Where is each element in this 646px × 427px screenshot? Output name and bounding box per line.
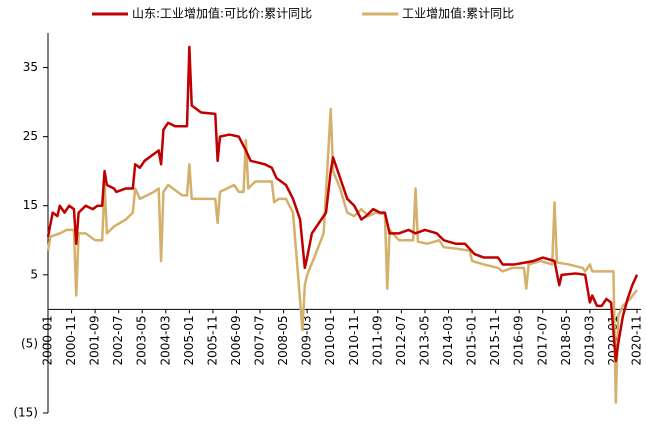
x-tick-label: 2004-03 bbox=[158, 315, 172, 365]
x-tick-label: 2002-07 bbox=[111, 315, 125, 365]
x-tick-label: 2005-11 bbox=[205, 315, 219, 365]
x-tick-label: 2015-11 bbox=[488, 315, 502, 365]
series-line bbox=[46, 45, 639, 363]
y-tick-label: 35 bbox=[23, 60, 38, 74]
y-tick-label: 25 bbox=[23, 129, 38, 143]
legend-label: 山东:工业增加值:可比价:累计同比 bbox=[132, 6, 312, 21]
x-tick-label: 2010-11 bbox=[347, 315, 361, 365]
x-tick-label: 2000-11 bbox=[64, 315, 78, 365]
y-tick-label: (5) bbox=[21, 336, 38, 350]
x-tick-label: 2020-11 bbox=[630, 315, 644, 365]
y-tick-label: 5 bbox=[30, 267, 38, 281]
x-tick-label: 2014-03 bbox=[441, 315, 455, 365]
x-tick-label: 2007-07 bbox=[253, 315, 267, 365]
x-tick-label: 2012-07 bbox=[394, 315, 408, 365]
x-tick-label: 2000-01 bbox=[41, 315, 55, 365]
x-tick-label: 2017-07 bbox=[535, 315, 549, 365]
y-tick-label: 15 bbox=[23, 198, 38, 212]
x-tick-label: 2013-05 bbox=[417, 315, 431, 365]
x-tick-label: 2005-01 bbox=[182, 315, 196, 365]
x-tick-label: 2018-05 bbox=[559, 315, 573, 365]
x-tick-label: 2003-05 bbox=[135, 315, 149, 365]
x-tick-label: 2011-09 bbox=[370, 315, 384, 365]
x-tick-label: 2008-05 bbox=[276, 315, 290, 365]
x-tick-label: 2010-01 bbox=[323, 315, 337, 365]
legend-label: 工业增加值:累计同比 bbox=[402, 6, 514, 21]
x-tick-label: 2016-09 bbox=[512, 315, 526, 365]
x-tick-label: 2019-03 bbox=[582, 315, 596, 365]
series-line bbox=[46, 107, 638, 404]
x-tick-label: 2006-09 bbox=[229, 315, 243, 365]
y-tick-label: (15) bbox=[13, 406, 38, 420]
x-tick-label: 2001-09 bbox=[88, 315, 102, 365]
x-tick-label: 2015-01 bbox=[465, 315, 479, 365]
